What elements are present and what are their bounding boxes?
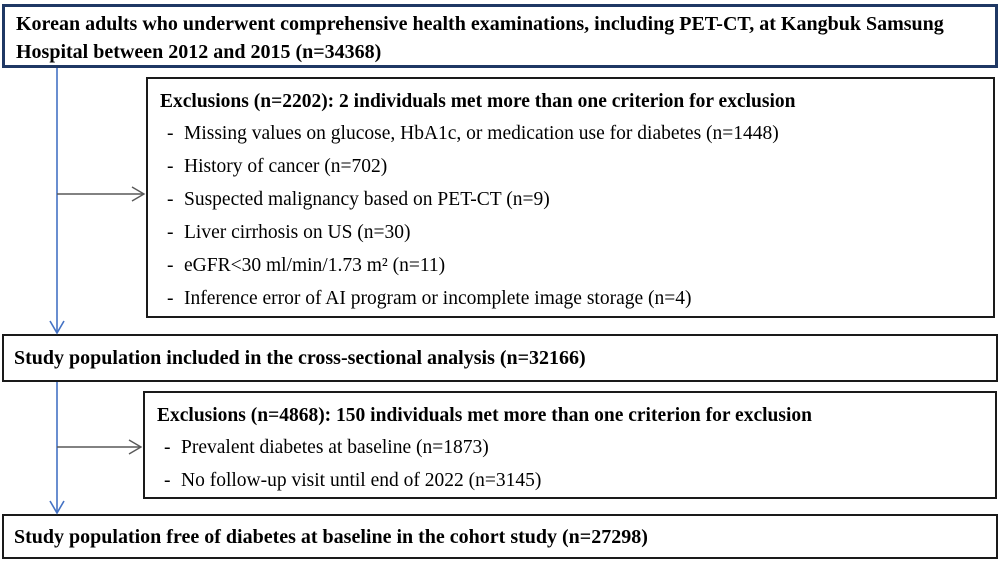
exclusion-item-text: Liver cirrhosis on US (n=30)	[184, 222, 411, 243]
exclusion-item: - Missing values on glucose, HbA1c, or m…	[160, 117, 979, 150]
cohort-population-box: Study population free of diabetes at bas…	[2, 514, 998, 559]
exclusions-2-header: Exclusions (n=4868): 150 individuals met…	[157, 405, 812, 426]
bullet-dash: -	[167, 222, 174, 243]
bullet-dash: -	[164, 470, 171, 491]
bullet-dash: -	[167, 255, 174, 276]
bullet-dash: -	[167, 156, 174, 177]
exclusion-item: - eGFR<30 ml/min/1.73 m² (n=11)	[160, 249, 979, 282]
exclusion-item: - History of cancer (n=702)	[160, 150, 979, 183]
exclusion-item: - No follow-up visit until end of 2022 (…	[157, 464, 981, 497]
bullet-dash: -	[167, 123, 174, 144]
flow-arrow-top-to-cross-head	[49, 320, 65, 335]
top-population-box: Korean adults who underwent comprehensiv…	[2, 4, 998, 68]
branch-arrow-exclusions-1-head	[131, 186, 146, 202]
exclusions-1-list: - Missing values on glucose, HbA1c, or m…	[160, 117, 979, 315]
exclusions-box-1: Exclusions (n=2202): 2 individuals met m…	[146, 77, 995, 318]
exclusions-2-list: - Prevalent diabetes at baseline (n=1873…	[157, 431, 981, 497]
exclusion-item-text: Inference error of AI program or incompl…	[184, 288, 692, 309]
exclusion-item-text: No follow-up visit until end of 2022 (n=…	[181, 470, 542, 491]
branch-arrow-exclusions-2-head	[128, 439, 143, 455]
cohort-text: Study population free of diabetes at bas…	[14, 525, 648, 548]
cross-sectional-population-box: Study population included in the cross-s…	[2, 334, 998, 382]
exclusions-1-header: Exclusions (n=2202): 2 individuals met m…	[160, 91, 796, 112]
bullet-dash: -	[164, 437, 171, 458]
bullet-dash: -	[167, 288, 174, 309]
exclusion-item-text: Missing values on glucose, HbA1c, or med…	[184, 123, 779, 144]
exclusion-item: - Prevalent diabetes at baseline (n=1873…	[157, 431, 981, 464]
exclusion-item-text: History of cancer (n=702)	[184, 156, 388, 177]
top-population-text: Korean adults who underwent comprehensiv…	[16, 13, 944, 63]
exclusions-box-2: Exclusions (n=4868): 150 individuals met…	[143, 391, 997, 499]
exclusion-item-text: eGFR<30 ml/min/1.73 m² (n=11)	[184, 255, 446, 276]
exclusion-item: - Inference error of AI program or incom…	[160, 282, 979, 315]
exclusion-item-text: Suspected malignancy based on PET-CT (n=…	[184, 189, 550, 210]
flow-arrow-cross-to-cohort-head	[49, 500, 65, 515]
bullet-dash: -	[167, 189, 174, 210]
exclusion-item-text: Prevalent diabetes at baseline (n=1873)	[181, 437, 489, 458]
exclusion-item: - Liver cirrhosis on US (n=30)	[160, 216, 979, 249]
exclusion-item: - Suspected malignancy based on PET-CT (…	[160, 183, 979, 216]
cross-sectional-text: Study population included in the cross-s…	[14, 347, 586, 369]
